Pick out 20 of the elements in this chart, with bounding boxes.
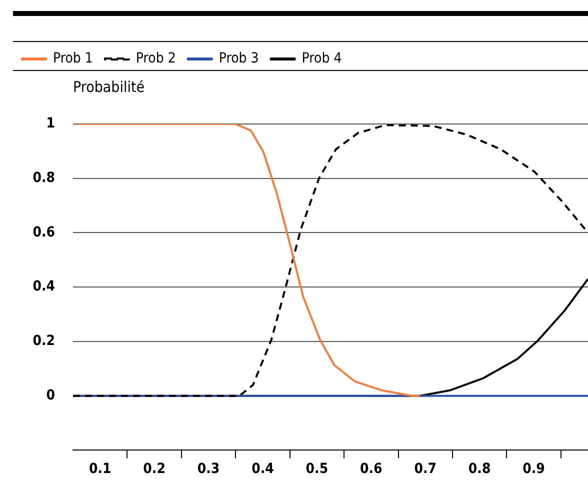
x-tick-label: 0.2 bbox=[143, 461, 166, 478]
legend-label: Prob 1 bbox=[53, 50, 93, 67]
y-tick-label: 0.4 bbox=[32, 278, 56, 295]
y-axis-title: Probabilité bbox=[73, 78, 145, 96]
y-tick-label: 0.8 bbox=[32, 170, 55, 186]
x-tick-label: 0.1 bbox=[88, 461, 112, 478]
x-tick-label: 0.6 bbox=[360, 461, 383, 478]
legend-label: Prob 2 bbox=[136, 50, 176, 67]
x-tick-label: 0.9 bbox=[522, 461, 545, 478]
x-tick-label: 0.8 bbox=[468, 461, 491, 478]
y-tick-label: 1 bbox=[46, 116, 55, 132]
y-tick-label: 0 bbox=[46, 387, 56, 404]
x-tick-label: 0.5 bbox=[306, 461, 328, 478]
legend-label: Prob 4 bbox=[302, 50, 342, 67]
x-tick-label: 0.7 bbox=[414, 461, 437, 478]
y-tick-label: 0.2 bbox=[32, 333, 55, 350]
legend-label: Prob 3 bbox=[218, 50, 259, 67]
y-tick-label: 0.6 bbox=[32, 224, 56, 240]
x-tick-label: 0.4 bbox=[252, 461, 274, 478]
x-tick-label: 0.3 bbox=[197, 461, 220, 478]
